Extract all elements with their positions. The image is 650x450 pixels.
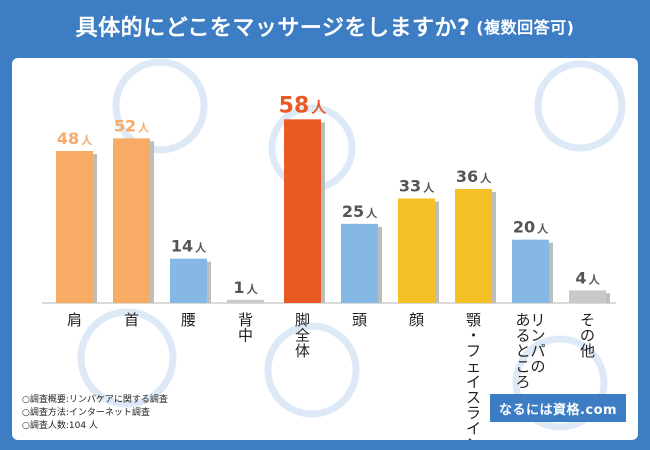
bar-2 <box>170 258 207 303</box>
category-label-7-0-1: ・ <box>466 327 481 345</box>
category-label-9-0-2: 他 <box>580 342 595 360</box>
background-ring-5 <box>512 335 608 431</box>
category-label-3-0-0: 背 <box>238 311 253 329</box>
bar-6 <box>398 198 435 303</box>
value-label-2: 14 人 <box>171 237 207 256</box>
category-label-9-0-1: の <box>580 327 595 345</box>
value-label-8: 20 人 <box>513 218 549 237</box>
category-label-7-0-4: イ <box>466 373 481 391</box>
category-label-8-1-3: こ <box>515 358 530 376</box>
category-label-8-1-4: ろ <box>515 373 530 391</box>
value-label-1: 52 人 <box>114 116 150 135</box>
category-label-7-0-7: イ <box>466 420 481 438</box>
title-subtitle: (複数回答可) <box>476 18 575 37</box>
chart-title: 具体的にどこをマッサージをしますか? (複数回答可) <box>0 0 650 52</box>
category-label-7-0-0: 顎 <box>466 311 481 329</box>
bar-4 <box>284 119 321 303</box>
value-label-7: 36 人 <box>456 167 492 186</box>
category-label-4-0-1: 全 <box>295 327 310 345</box>
note-overview: ○調査概要:リンパケアに関する調査 <box>22 395 168 405</box>
title-main: 具体的にどこをマッサージをしますか? <box>75 16 471 41</box>
category-label-8-0-3: の <box>530 358 545 376</box>
category-label-8-1-0: あ <box>515 311 530 329</box>
chart-panel: 48 人肩 52 人首 14 人腰 1 人背中 58 人脚全体 25 人頭 33 人顔 36 人顎・フェイスラ… <box>12 58 638 440</box>
category-label-8-0-1: ン <box>530 327 545 345</box>
bar-7 <box>455 189 492 303</box>
note-method: ○調査方法:インターネット調査 <box>22 408 150 418</box>
category-label-8-1-1: る <box>515 327 530 345</box>
background-ring-2 <box>77 308 177 408</box>
bar-1 <box>113 138 150 303</box>
category-label-8-0-2: パ <box>530 342 545 360</box>
category-label-7-0-3: ェ <box>466 358 481 376</box>
category-label-4-0-2: 体 <box>295 342 310 360</box>
category-label-6-0-0: 顔 <box>409 311 424 329</box>
category-label-8-1-2: と <box>515 342 530 360</box>
category-label-0-0-0: 肩 <box>67 311 82 329</box>
bar-9 <box>569 290 606 303</box>
category-label-4-0-0: 脚 <box>295 311 310 329</box>
category-label-8-0-0: リ <box>530 311 545 329</box>
bar-0 <box>56 151 93 303</box>
survey-notes: ○調査概要:リンパケアに関する調査 ○調査方法:インターネット調査 ○調査人数:… <box>22 394 168 433</box>
value-label-5: 25 人 <box>342 202 378 221</box>
background-ring-4 <box>534 60 626 152</box>
category-label-9-0-0: そ <box>580 311 595 329</box>
value-label-4: 58 人 <box>279 93 328 118</box>
category-label-7-0-5: ス <box>466 389 481 407</box>
category-label-7-0-2: フ <box>466 342 481 360</box>
category-label-1-0-0: 首 <box>124 311 139 329</box>
category-label-7-0-8: ン <box>466 435 481 440</box>
bar-8 <box>512 239 549 303</box>
bar-3 <box>227 299 264 303</box>
category-label-7-0-6: ラ <box>466 404 481 422</box>
value-label-0: 48 人 <box>57 129 93 148</box>
category-label-5-0-0: 頭 <box>352 311 367 329</box>
bar-5 <box>341 223 378 303</box>
category-label-3-0-1: 中 <box>238 327 253 345</box>
brand-badge: なるには資格.com <box>490 394 626 422</box>
value-label-6: 33 人 <box>399 177 435 196</box>
background-ring-0 <box>112 58 208 154</box>
category-label-2-0-0: 腰 <box>181 311 196 329</box>
background-ring-3 <box>264 322 360 418</box>
note-count: ○調査人数:104 人 <box>22 421 98 431</box>
